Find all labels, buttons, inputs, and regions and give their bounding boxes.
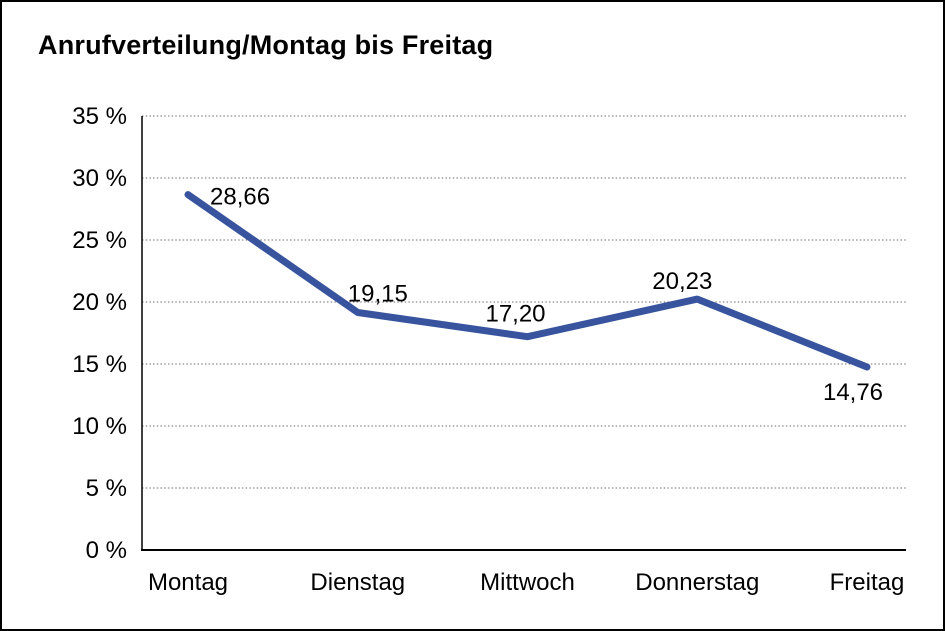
data-point-label: 28,66 [210, 184, 270, 211]
data-point-label: 14,76 [823, 379, 883, 406]
y-tick-label: 0 % [86, 537, 127, 564]
x-tick-label: Freitag [830, 569, 905, 596]
series-line [184, 191, 871, 371]
x-tick-label: Mittwoch [480, 569, 575, 596]
chart-title: Anrufverteilung/Montag bis Freitag [38, 30, 494, 60]
y-tick-label: 30 % [72, 165, 127, 192]
y-tick-label: 20 % [72, 289, 127, 316]
x-tick-label: Dienstag [310, 569, 405, 596]
y-tick-label: 15 % [72, 351, 127, 378]
y-tick-label: 10 % [72, 413, 127, 440]
y-tick-label: 5 % [86, 475, 127, 502]
data-point-label: 19,15 [348, 281, 408, 308]
x-tick-label: Montag [148, 569, 228, 596]
data-point-label: 20,23 [652, 268, 712, 295]
data-point-label: 17,20 [485, 301, 545, 328]
y-tick-label: 25 % [72, 227, 127, 254]
x-tick-label: Donnerstag [635, 569, 759, 596]
y-tick-label: 35 % [72, 103, 127, 130]
